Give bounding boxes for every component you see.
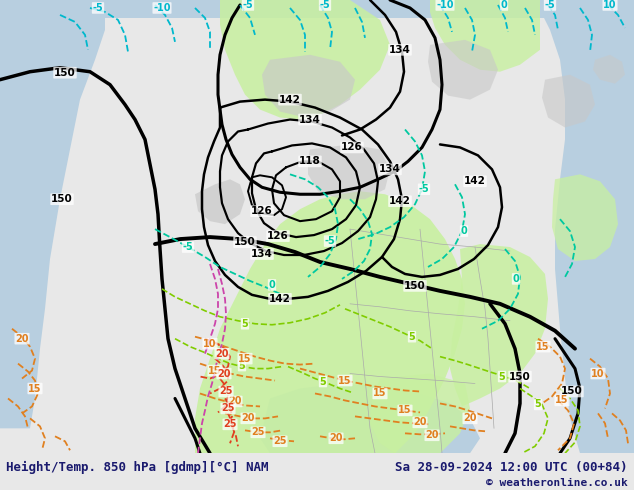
Polygon shape: [0, 0, 105, 428]
Text: 25: 25: [219, 387, 233, 396]
Text: 5: 5: [242, 319, 249, 329]
Polygon shape: [542, 74, 595, 127]
Text: © weatheronline.co.uk: © weatheronline.co.uk: [486, 478, 628, 489]
Text: 25: 25: [223, 419, 236, 429]
Text: 142: 142: [269, 294, 291, 304]
Text: 5: 5: [409, 332, 415, 342]
Text: 126: 126: [251, 206, 273, 216]
Polygon shape: [262, 55, 355, 118]
Text: 20: 20: [242, 414, 255, 423]
Text: 20: 20: [425, 430, 439, 441]
Text: 150: 150: [51, 194, 73, 204]
Text: -5: -5: [418, 184, 429, 194]
Text: 5: 5: [238, 361, 245, 370]
Text: 150: 150: [509, 371, 531, 382]
Text: 15: 15: [555, 395, 569, 405]
Text: 0: 0: [513, 274, 519, 284]
Polygon shape: [220, 0, 390, 120]
Text: -5: -5: [183, 242, 193, 252]
Text: 15: 15: [29, 384, 42, 393]
Text: 20: 20: [15, 334, 29, 343]
Text: 15: 15: [238, 354, 252, 364]
Text: 118: 118: [299, 156, 321, 167]
Text: 15: 15: [373, 389, 387, 398]
Text: 15: 15: [339, 375, 352, 386]
Text: 150: 150: [561, 387, 583, 396]
Text: 20: 20: [463, 414, 477, 423]
Text: 0: 0: [501, 0, 507, 10]
Polygon shape: [260, 384, 480, 453]
Text: 150: 150: [404, 281, 426, 291]
Text: 20: 20: [228, 396, 242, 406]
Text: 0: 0: [269, 280, 275, 290]
Polygon shape: [370, 373, 470, 453]
Text: 20: 20: [413, 417, 427, 427]
Text: Sa 28-09-2024 12:00 UTC (00+84): Sa 28-09-2024 12:00 UTC (00+84): [395, 461, 628, 474]
Polygon shape: [195, 191, 465, 453]
Polygon shape: [0, 0, 634, 18]
Text: -5: -5: [325, 236, 335, 246]
Text: 5: 5: [534, 399, 541, 410]
Text: -5: -5: [545, 0, 555, 10]
Text: 20: 20: [217, 368, 231, 379]
Text: 142: 142: [389, 196, 411, 206]
Text: 25: 25: [251, 427, 265, 438]
Text: 25: 25: [273, 436, 287, 446]
Text: 126: 126: [341, 143, 363, 152]
Text: 134: 134: [299, 115, 321, 124]
Text: 25: 25: [221, 403, 235, 414]
Text: 10: 10: [592, 368, 605, 379]
Polygon shape: [450, 244, 548, 406]
Text: 15: 15: [398, 405, 411, 416]
Polygon shape: [593, 55, 625, 84]
Text: 20: 20: [329, 433, 343, 443]
Text: 126: 126: [267, 231, 289, 241]
Polygon shape: [308, 145, 390, 199]
Text: -5: -5: [93, 3, 103, 13]
Polygon shape: [540, 0, 634, 453]
Text: 150: 150: [234, 237, 256, 247]
Text: 150: 150: [54, 68, 76, 78]
Polygon shape: [430, 0, 540, 72]
Text: 15: 15: [208, 366, 222, 375]
Polygon shape: [428, 40, 498, 99]
Text: -5: -5: [243, 0, 254, 10]
Text: 10: 10: [204, 339, 217, 349]
Text: 134: 134: [251, 249, 273, 259]
Text: Height/Temp. 850 hPa [gdmp][°C] NAM: Height/Temp. 850 hPa [gdmp][°C] NAM: [6, 461, 269, 474]
Text: 142: 142: [464, 176, 486, 186]
Text: 15: 15: [536, 342, 550, 352]
Text: 10: 10: [603, 0, 617, 10]
Text: 5: 5: [320, 376, 327, 387]
Text: -5: -5: [320, 0, 330, 10]
Polygon shape: [195, 179, 245, 224]
Text: 134: 134: [379, 164, 401, 174]
Polygon shape: [552, 174, 618, 261]
Text: -10: -10: [436, 0, 454, 10]
Text: 142: 142: [279, 95, 301, 105]
Text: 0: 0: [461, 226, 467, 236]
Text: 134: 134: [389, 45, 411, 55]
Text: 20: 20: [216, 348, 229, 359]
Text: 5: 5: [498, 371, 505, 382]
Text: -10: -10: [153, 3, 171, 13]
